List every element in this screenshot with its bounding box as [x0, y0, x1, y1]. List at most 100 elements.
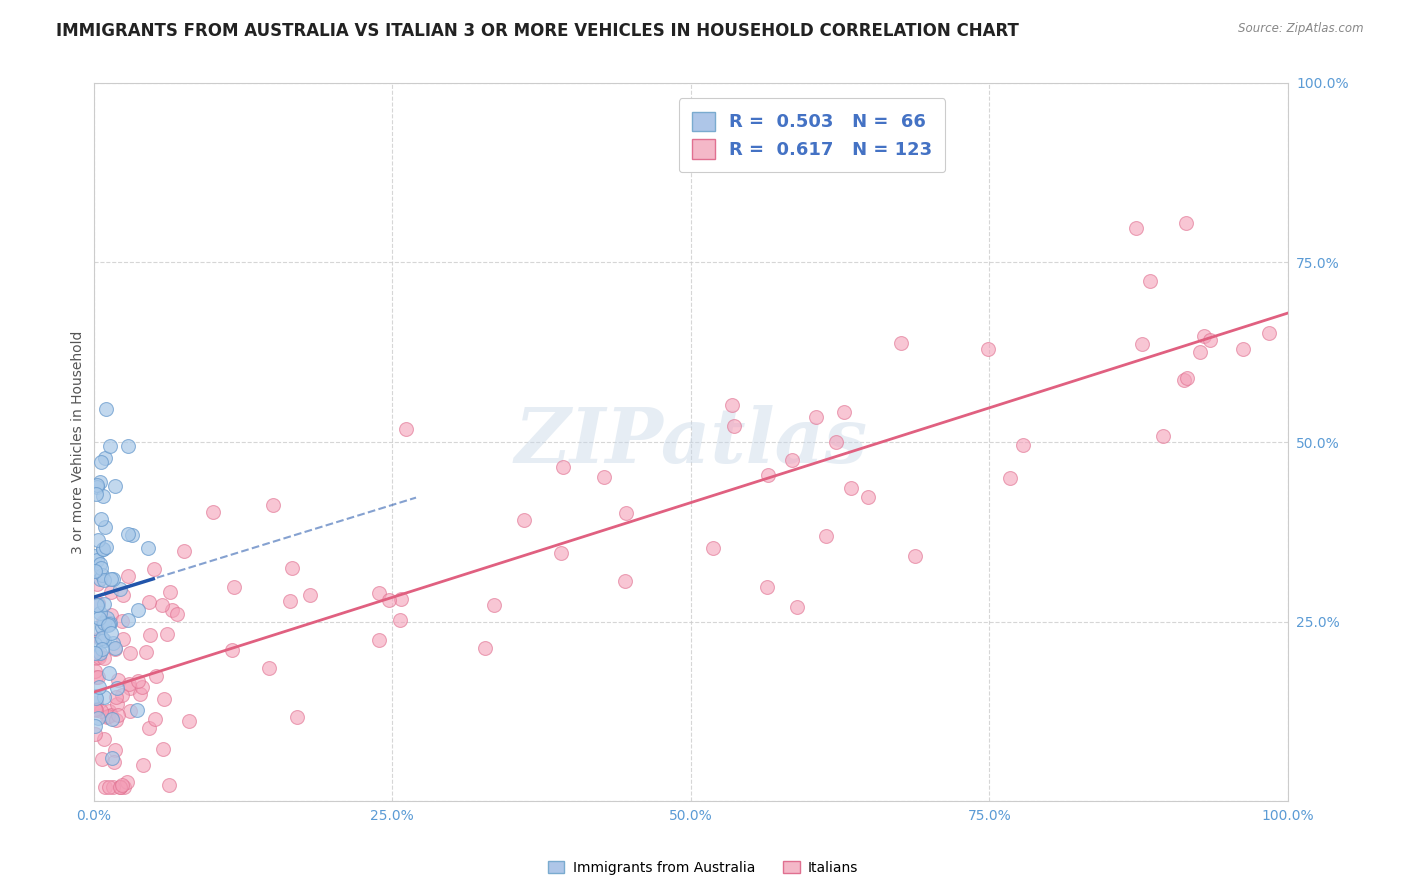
Point	[115, 775, 138, 789]
Point	[86, 596, 108, 610]
Point	[91, 489, 114, 503]
Point	[1173, 373, 1195, 387]
Point	[93, 731, 115, 746]
Point	[101, 780, 124, 794]
Legend: R =  0.503   N =  66, R =  0.617   N = 123: R = 0.503 N = 66, R = 0.617 N = 123	[679, 98, 945, 172]
Point	[1175, 371, 1198, 385]
Point	[84, 696, 107, 710]
Point	[86, 552, 108, 566]
Point	[111, 778, 134, 792]
Point	[121, 528, 143, 542]
Point	[98, 615, 121, 630]
Point	[87, 649, 110, 664]
Point	[91, 567, 114, 582]
Point	[856, 490, 879, 504]
Point	[152, 742, 174, 756]
Point	[104, 743, 127, 757]
Point	[89, 648, 111, 662]
Point	[702, 541, 724, 555]
Point	[394, 421, 416, 435]
Point	[93, 650, 115, 665]
Point	[614, 574, 637, 589]
Point	[87, 680, 110, 694]
Point	[1188, 344, 1211, 359]
Text: Source: ZipAtlas.com: Source: ZipAtlas.com	[1239, 22, 1364, 36]
Point	[103, 635, 125, 649]
Point	[96, 611, 118, 625]
Point	[87, 533, 110, 547]
Point	[756, 468, 779, 483]
Point	[84, 650, 107, 665]
Point	[96, 541, 118, 555]
Point	[550, 546, 572, 560]
Point	[111, 588, 134, 602]
Point	[1152, 428, 1174, 442]
Point	[1258, 326, 1281, 340]
Point	[143, 562, 166, 576]
Point	[1012, 438, 1035, 452]
Point	[592, 470, 614, 484]
Point	[482, 599, 505, 613]
Point	[93, 597, 115, 611]
Point	[368, 633, 391, 648]
Point	[755, 580, 778, 594]
Point	[104, 714, 127, 728]
Point	[120, 681, 142, 695]
Point	[84, 719, 107, 733]
Point	[110, 614, 132, 628]
Point	[262, 498, 284, 512]
Point	[91, 620, 114, 634]
Point	[117, 527, 139, 541]
Point	[1194, 329, 1216, 343]
Point	[120, 646, 142, 660]
Point	[104, 479, 127, 493]
Point	[93, 451, 115, 466]
Point	[179, 714, 201, 728]
Point	[117, 439, 139, 453]
Point	[97, 709, 120, 723]
Point	[86, 703, 108, 717]
Point	[153, 691, 176, 706]
Point	[131, 680, 153, 694]
Y-axis label: 3 or more Vehicles in Household: 3 or more Vehicles in Household	[72, 330, 86, 554]
Point	[125, 703, 148, 717]
Point	[723, 419, 745, 434]
Point	[89, 475, 111, 490]
Point	[107, 673, 129, 688]
Point	[84, 691, 107, 706]
Point	[221, 643, 243, 657]
Point	[103, 641, 125, 656]
Point	[93, 632, 115, 647]
Point	[105, 681, 128, 696]
Point	[90, 512, 112, 526]
Point	[84, 670, 107, 684]
Point	[138, 595, 160, 609]
Point	[129, 687, 152, 701]
Point	[105, 698, 128, 712]
Point	[201, 505, 224, 519]
Point	[1139, 274, 1161, 288]
Point	[94, 780, 117, 794]
Point	[143, 712, 166, 726]
Point	[94, 520, 117, 534]
Point	[90, 704, 112, 718]
Point	[90, 561, 112, 575]
Point	[278, 593, 301, 607]
Point	[83, 564, 105, 578]
Point	[136, 541, 159, 555]
Point	[100, 572, 122, 586]
Point	[1232, 343, 1254, 357]
Point	[83, 621, 105, 635]
Text: IMMIGRANTS FROM AUSTRALIA VS ITALIAN 3 OR MORE VEHICLES IN HOUSEHOLD CORRELATION: IMMIGRANTS FROM AUSTRALIA VS ITALIAN 3 O…	[56, 22, 1019, 40]
Point	[93, 573, 115, 587]
Point	[86, 487, 108, 501]
Point	[780, 453, 803, 467]
Point	[257, 661, 280, 675]
Point	[127, 603, 149, 617]
Point	[285, 709, 308, 723]
Point	[91, 542, 114, 557]
Point	[904, 549, 927, 564]
Point	[89, 606, 111, 620]
Point	[87, 669, 110, 683]
Point	[890, 336, 912, 351]
